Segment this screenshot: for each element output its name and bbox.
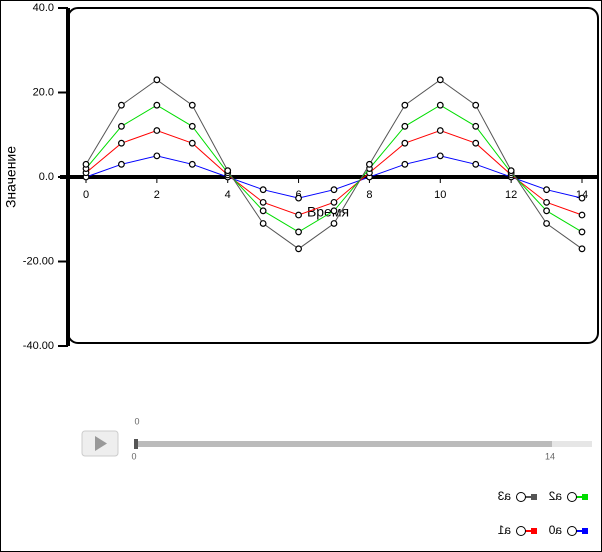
legend-label: a1 (497, 523, 511, 537)
x-tick-label: 0 (83, 189, 89, 201)
data-point (472, 160, 480, 168)
data-point (436, 152, 444, 160)
legend-entry: a1 (497, 523, 537, 537)
data-point (295, 211, 302, 219)
data-point (436, 101, 444, 109)
legend-swatch (582, 528, 588, 534)
data-point (153, 127, 161, 134)
data-point (472, 139, 480, 147)
x-axis-title: Время (307, 204, 349, 220)
slider-thumb[interactable] (134, 439, 138, 449)
data-point (543, 207, 550, 215)
x-tick-label: 2 (154, 189, 160, 201)
slider-track[interactable] (134, 441, 552, 447)
data-point (259, 186, 267, 194)
y-tick-label: 40.0 (33, 2, 54, 14)
slider-fade (552, 441, 592, 447)
data-point (330, 220, 338, 227)
data-point (472, 122, 480, 130)
legend-marker (567, 526, 577, 536)
legend-marker (567, 492, 577, 502)
y-tick-label: 0.0 (39, 171, 54, 183)
data-point (472, 101, 480, 109)
data-point (82, 160, 90, 168)
legend-marker (516, 526, 526, 536)
data-point (330, 186, 338, 194)
data-point (330, 207, 338, 215)
legend-marker (516, 492, 526, 502)
data-point (578, 211, 586, 219)
data-point (401, 139, 409, 147)
data-point (118, 101, 125, 109)
legend-entry: a2 (548, 489, 588, 503)
data-point (543, 198, 550, 206)
data-point (436, 76, 444, 84)
data-point (224, 167, 232, 175)
data-point (188, 139, 196, 147)
legend-swatch (531, 494, 537, 500)
y-tick-label: -20.00 (23, 255, 54, 267)
play-icon (95, 436, 107, 451)
x-tick-label: 12 (505, 189, 517, 201)
y-tick-label: -40.00 (23, 340, 54, 352)
data-point (295, 194, 302, 202)
data-point (118, 160, 125, 168)
data-point (578, 194, 586, 202)
data-point (259, 198, 267, 206)
data-point (153, 101, 161, 109)
data-point (153, 76, 161, 84)
player (81, 430, 592, 457)
data-point (401, 122, 409, 130)
data-point (259, 220, 267, 227)
data-point (295, 228, 302, 236)
data-point (401, 101, 409, 109)
data-point (436, 127, 444, 134)
data-point (543, 220, 550, 227)
data-point (578, 245, 586, 253)
x-tick-label: 10 (434, 189, 446, 201)
legend-label: a2 (548, 489, 562, 503)
slider-max: 14 (545, 451, 555, 461)
x-tick-label: 8 (366, 189, 372, 201)
data-point (118, 139, 125, 147)
data-point (188, 122, 196, 130)
data-point (259, 207, 267, 215)
data-point (295, 245, 302, 253)
slider-value: 0 (134, 416, 139, 426)
slider-min: 0 (131, 451, 136, 461)
legend-label: a0 (548, 523, 562, 537)
data-point (330, 198, 338, 206)
data-point (543, 186, 550, 194)
legend-swatch (582, 494, 588, 500)
data-point (153, 152, 161, 160)
data-point (507, 167, 515, 175)
x-tick-label: 4 (225, 189, 231, 201)
legend-swatch (531, 528, 537, 534)
data-point (578, 228, 586, 236)
data-point (118, 122, 125, 130)
legend-entry: a0 (548, 523, 588, 537)
legend-entry: a3 (497, 489, 537, 503)
data-point (366, 160, 373, 168)
y-tick-label: 20.0 (33, 86, 54, 98)
data-point (401, 160, 409, 168)
data-point (188, 160, 196, 168)
legend-label: a3 (497, 489, 511, 503)
y-axis-title: Значение (3, 146, 19, 208)
data-point (188, 101, 196, 109)
